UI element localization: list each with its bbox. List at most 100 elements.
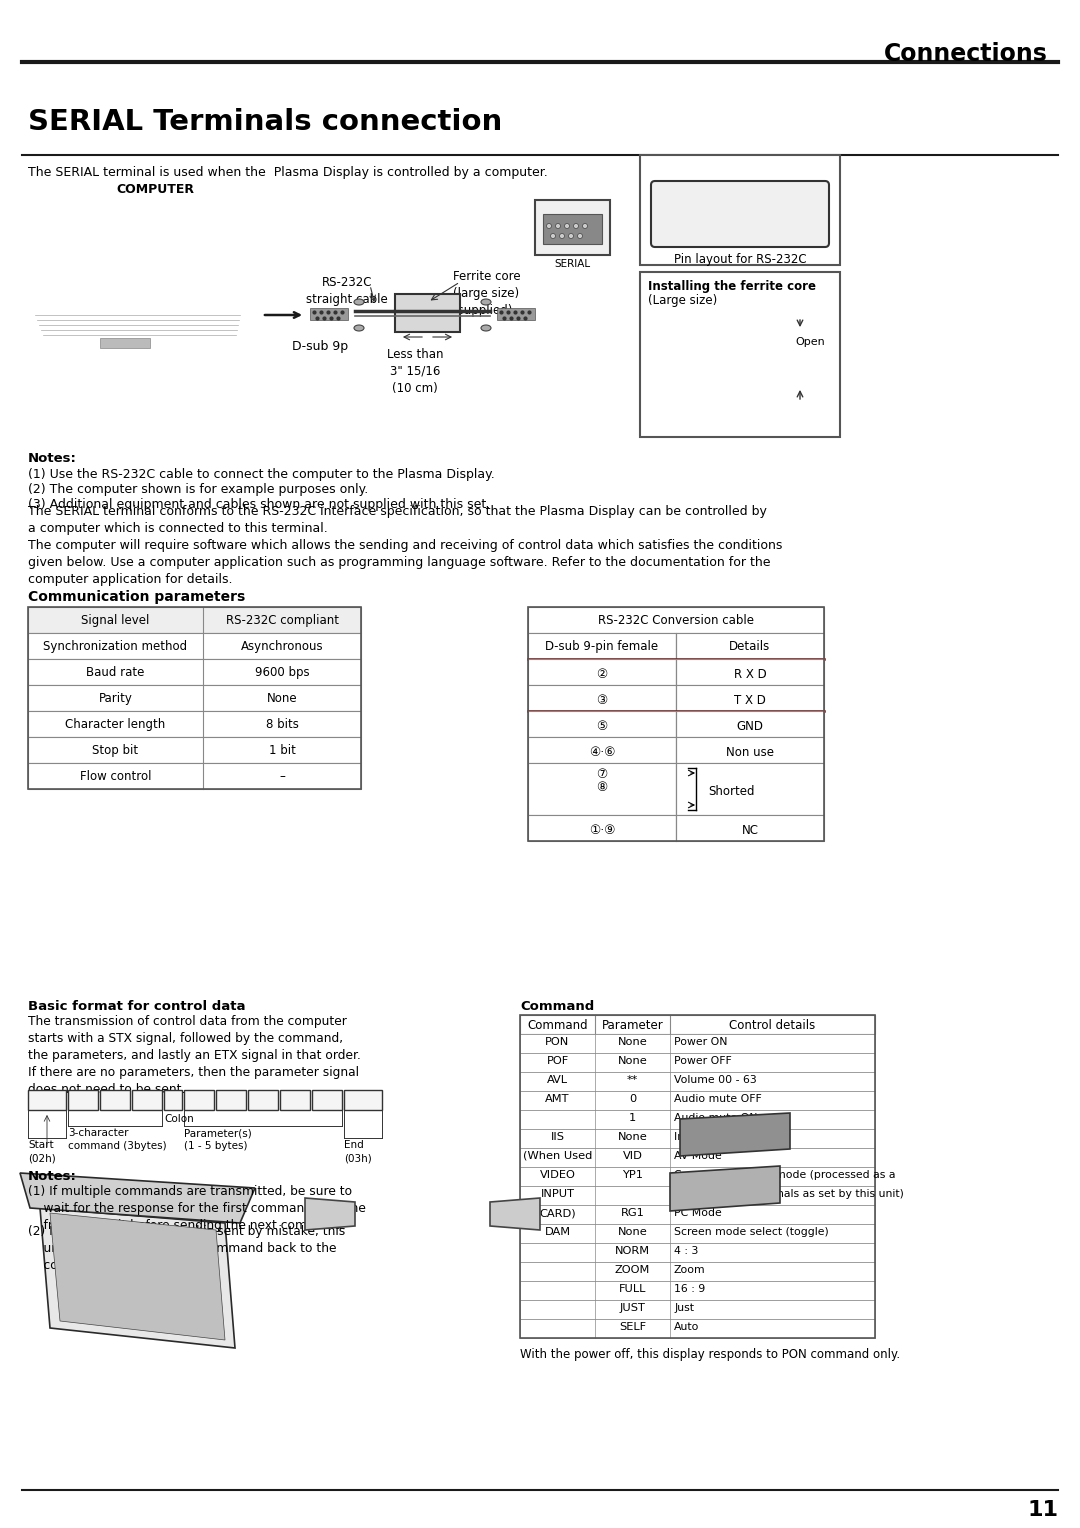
Text: The SERIAL terminal is used when the  Plasma Display is controlled by a computer: The SERIAL terminal is used when the Pla… bbox=[28, 167, 548, 179]
Bar bbox=[519, 1186, 875, 1206]
Bar bbox=[519, 1109, 875, 1129]
Text: Auto: Auto bbox=[674, 1322, 700, 1332]
Text: Y/PB/PR or RGB signals as set by this unit): Y/PB/PR or RGB signals as set by this un… bbox=[674, 1189, 904, 1199]
Bar bbox=[676, 685, 824, 711]
Text: 1: 1 bbox=[629, 1112, 636, 1123]
Bar bbox=[28, 607, 361, 633]
Text: Power OFF: Power OFF bbox=[674, 1056, 732, 1067]
Bar bbox=[519, 1167, 875, 1186]
Text: The SERIAL terminal conforms to the RS-232C interface specification, so that the: The SERIAL terminal conforms to the RS-2… bbox=[28, 504, 782, 587]
Ellipse shape bbox=[481, 299, 491, 306]
Text: T X D: T X D bbox=[734, 694, 766, 707]
Text: D-sub 9-pin female: D-sub 9-pin female bbox=[545, 640, 659, 652]
Bar bbox=[528, 736, 676, 762]
Text: POF: POF bbox=[546, 1056, 569, 1067]
Ellipse shape bbox=[354, 299, 364, 306]
Bar bbox=[310, 309, 348, 319]
Text: C3: C3 bbox=[139, 1093, 154, 1106]
Text: –: – bbox=[279, 770, 285, 782]
Text: Start
(02h): Start (02h) bbox=[28, 1140, 56, 1163]
Bar bbox=[528, 814, 676, 840]
Bar bbox=[28, 762, 361, 788]
Polygon shape bbox=[680, 1112, 789, 1157]
Text: SERIAL Terminals connection: SERIAL Terminals connection bbox=[28, 108, 502, 136]
Text: Details: Details bbox=[729, 640, 771, 652]
Bar bbox=[519, 1280, 875, 1300]
Text: ZOOM: ZOOM bbox=[615, 1265, 650, 1274]
Text: Stop bit: Stop bit bbox=[93, 744, 138, 756]
Bar bbox=[312, 1089, 342, 1109]
Polygon shape bbox=[21, 1174, 255, 1222]
Bar bbox=[535, 200, 610, 255]
Bar bbox=[519, 1262, 875, 1280]
Text: JUST: JUST bbox=[620, 1303, 646, 1313]
Text: AMT: AMT bbox=[545, 1094, 570, 1105]
Text: Parameter(s)
(1 - 5 bytes): Parameter(s) (1 - 5 bytes) bbox=[184, 1128, 252, 1151]
Text: Colon: Colon bbox=[164, 1114, 193, 1125]
Bar bbox=[528, 762, 676, 814]
Bar bbox=[528, 685, 676, 711]
Text: 9600 bps: 9600 bps bbox=[255, 666, 309, 678]
Bar bbox=[519, 1091, 875, 1109]
Bar bbox=[519, 1206, 875, 1224]
Ellipse shape bbox=[565, 223, 569, 229]
Text: (When Used: (When Used bbox=[523, 1151, 592, 1161]
Text: Signal level: Signal level bbox=[81, 614, 150, 626]
Text: None: None bbox=[267, 692, 297, 704]
Bar bbox=[100, 1089, 130, 1109]
Text: NORM: NORM bbox=[615, 1245, 650, 1256]
Text: ①: ① bbox=[657, 217, 667, 231]
Bar bbox=[519, 1129, 875, 1148]
Text: SELF: SELF bbox=[619, 1322, 646, 1332]
Text: None: None bbox=[618, 1038, 647, 1047]
Text: NC: NC bbox=[742, 824, 758, 837]
Polygon shape bbox=[490, 1198, 540, 1230]
Text: 0: 0 bbox=[629, 1094, 636, 1105]
Bar bbox=[395, 293, 460, 332]
Text: Just: Just bbox=[674, 1303, 694, 1313]
Bar bbox=[528, 607, 824, 633]
Text: P5: P5 bbox=[320, 1093, 334, 1106]
Text: IIS: IIS bbox=[551, 1132, 565, 1141]
Text: RG1: RG1 bbox=[621, 1209, 645, 1218]
Bar bbox=[676, 762, 824, 814]
Text: INPUT: INPUT bbox=[540, 1189, 575, 1199]
Text: C1: C1 bbox=[76, 1093, 91, 1106]
Text: Installing the ferrite core: Installing the ferrite core bbox=[648, 280, 816, 293]
Text: Audio mute OFF: Audio mute OFF bbox=[674, 1094, 761, 1105]
Bar bbox=[28, 633, 361, 659]
Text: ⑥: ⑥ bbox=[670, 197, 680, 209]
Text: The transmission of control data from the computer
starts with a STX signal, fol: The transmission of control data from th… bbox=[28, 1015, 361, 1096]
Bar bbox=[519, 1053, 875, 1073]
Text: ⑦: ⑦ bbox=[596, 769, 608, 781]
Text: Notes:: Notes: bbox=[28, 452, 77, 465]
Text: ⑤: ⑤ bbox=[800, 217, 811, 231]
Bar bbox=[28, 685, 361, 711]
Text: 4 : 3: 4 : 3 bbox=[674, 1245, 699, 1256]
Ellipse shape bbox=[582, 223, 588, 229]
Text: ⑨: ⑨ bbox=[778, 197, 788, 209]
Text: P2: P2 bbox=[224, 1093, 239, 1106]
Ellipse shape bbox=[354, 325, 364, 332]
Bar bbox=[28, 711, 361, 736]
Bar bbox=[528, 659, 676, 685]
Bar bbox=[519, 1319, 875, 1339]
Text: PC Mode: PC Mode bbox=[674, 1209, 721, 1218]
Bar bbox=[68, 1089, 98, 1109]
Text: ⑧: ⑧ bbox=[742, 197, 753, 209]
Text: P4: P4 bbox=[287, 1093, 302, 1106]
Text: ②: ② bbox=[692, 217, 703, 231]
Text: Control details: Control details bbox=[729, 1019, 815, 1031]
Text: SERIAL: SERIAL bbox=[554, 260, 590, 269]
Text: ②: ② bbox=[596, 668, 608, 681]
Ellipse shape bbox=[578, 234, 582, 238]
Text: P1: P1 bbox=[192, 1093, 206, 1106]
Text: AVL: AVL bbox=[546, 1076, 568, 1085]
Bar bbox=[528, 607, 824, 840]
Text: Basic format for control data: Basic format for control data bbox=[28, 999, 245, 1013]
Text: Screen mode select (toggle): Screen mode select (toggle) bbox=[674, 1227, 828, 1238]
Text: Input select (toggle): Input select (toggle) bbox=[674, 1132, 785, 1141]
Text: CARD): CARD) bbox=[539, 1209, 576, 1218]
Text: STX: STX bbox=[35, 1093, 59, 1106]
Bar bbox=[640, 154, 840, 264]
